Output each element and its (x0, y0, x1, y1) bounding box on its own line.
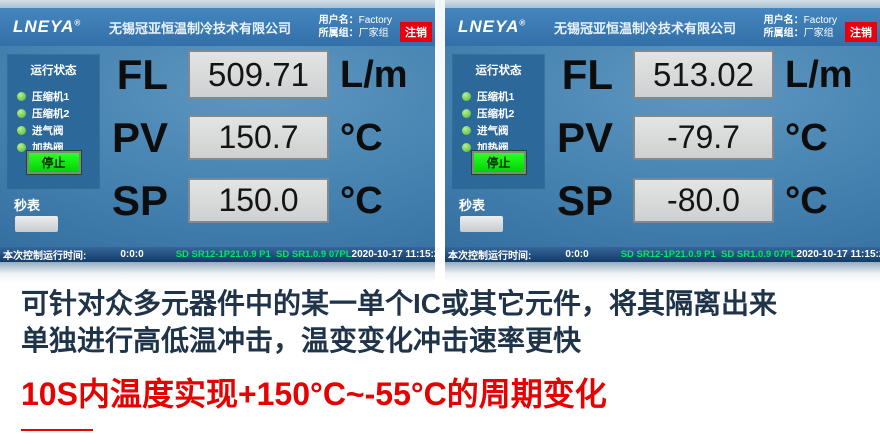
reading-row-fl: FL 513.02 L/m (445, 50, 880, 99)
green-indicator-icon (462, 126, 471, 135)
pv-unit: °C (785, 116, 828, 159)
registered-mark: ® (74, 18, 82, 28)
run-status-sidebar: 运行状态 压缩机1 压缩机2 进气阀 加热阀 停止 (8, 55, 99, 188)
logout-button[interactable]: 注销 (845, 22, 877, 42)
stopwatch-display (15, 216, 58, 232)
fl-label: FL (561, 50, 613, 98)
hmi-panel-right: LNEYA® 无锡冠亚恒温制冷技术有限公司 用户名：Factory 所属组：厂家… (445, 0, 880, 283)
stopwatch-label: 秒表 (459, 198, 486, 213)
indicator-compressor1: 压缩机1 (17, 88, 99, 105)
pv-value-display: -79.7 (633, 115, 774, 160)
green-indicator-icon (17, 143, 26, 152)
firmware-version: SD SR12-1P21.0.9 P1 SD SR1.0.9 07PL (620, 249, 797, 260)
pv-label: PV (111, 113, 168, 161)
stop-button[interactable]: 停止 (26, 151, 81, 174)
fl-label: FL (116, 50, 168, 98)
description-line1: 可针对众多元器件中的某一单个IC或其它元件，将其隔离出来 (21, 288, 778, 319)
green-indicator-icon (462, 109, 471, 118)
description-line2: 单独进行高低温冲击，温变变化冲击速率更快 (21, 325, 582, 356)
hmi-panel-left: LNEYA® 无锡冠亚恒温制冷技术有限公司 用户名：Factory 所属组：厂家… (0, 0, 445, 283)
reading-row-pv: PV 150.7 °C (0, 115, 435, 160)
panel-header: LNEYA® 无锡冠亚恒温制冷技术有限公司 用户名：Factory 所属组：厂家… (445, 8, 880, 46)
reading-row-sp: SP 150.0 °C (0, 178, 435, 223)
fl-value-display: 509.71 (188, 50, 329, 99)
stopwatch-display (460, 216, 503, 232)
sidebar-title: 运行状态 (475, 65, 522, 77)
status-bar: 本次控制运行时间: 0:0:0 SD SR12-1P21.0.9 P1 SD S… (445, 247, 880, 262)
user-value: Factory (358, 15, 392, 26)
screen-bezel (445, 0, 880, 8)
green-indicator-icon (462, 92, 471, 101)
pv-unit: °C (340, 116, 383, 159)
firmware-version: SD SR12-1P21.0.9 P1 SD SR1.0.9 07PL (175, 249, 352, 260)
indicator-compressor2: 压缩机2 (462, 105, 544, 122)
green-indicator-icon (17, 109, 26, 118)
runtime-value: 0:0:0 (565, 249, 589, 260)
green-indicator-icon (17, 126, 26, 135)
fl-value-display: 513.02 (633, 50, 774, 99)
sp-unit: °C (785, 179, 828, 222)
user-info: 用户名：Factory 所属组：厂家组 (764, 14, 837, 40)
logout-button[interactable]: 注销 (400, 22, 432, 42)
highlight-heading: 10S内温度实现+150°C~-55°C的周期变化 (21, 376, 607, 412)
group-value: 厂家组 (803, 28, 834, 39)
reading-row-sp: SP -80.0 °C (445, 178, 880, 223)
panel-header: LNEYA® 无锡冠亚恒温制冷技术有限公司 用户名：Factory 所属组：厂家… (0, 8, 435, 46)
company-title: 无锡冠亚恒温制冷技术有限公司 (108, 20, 291, 36)
description-text: 可针对众多元器件中的某一单个IC或其它元件，将其隔离出来 单独进行高低温冲击，温… (21, 285, 777, 359)
user-label: 用户名： (318, 15, 359, 26)
reading-row-pv: PV -79.7 °C (445, 115, 880, 160)
company-title: 无锡冠亚恒温制冷技术有限公司 (553, 20, 736, 36)
group-value: 厂家组 (358, 28, 389, 39)
panel-reflection (0, 262, 435, 283)
runtime-label: 本次控制运行时间: (448, 251, 532, 262)
pv-value-display: 150.7 (188, 115, 329, 160)
lneya-logo: LNEYA® (458, 17, 527, 36)
pv-label: PV (556, 113, 613, 161)
sp-unit: °C (340, 179, 383, 222)
sp-value-display: -80.0 (633, 178, 774, 223)
user-value: Factory (803, 15, 837, 26)
user-info: 用户名：Factory 所属组：厂家组 (319, 14, 392, 40)
runtime-label: 本次控制运行时间: (3, 251, 87, 262)
fl-unit: L/m (340, 53, 408, 96)
green-indicator-icon (462, 143, 471, 152)
group-label: 所属组： (318, 28, 359, 39)
sp-value-display: 150.0 (188, 178, 329, 223)
heading-underline (21, 429, 93, 431)
panel-reflection (445, 262, 880, 283)
run-status-sidebar: 运行状态 压缩机1 压缩机2 进气阀 加热阀 停止 (453, 55, 544, 188)
status-bar: 本次控制运行时间: 0:0:0 SD SR12-1P21.0.9 P1 SD S… (0, 247, 445, 262)
registered-mark: ® (519, 18, 527, 28)
datetime: 2020-10-17 11:15:20 (351, 249, 445, 260)
fl-unit: L/m (785, 53, 853, 96)
indicator-list: 压缩机1 压缩机2 进气阀 加热阀 (462, 88, 544, 156)
hmi-panels-row: LNEYA® 无锡冠亚恒温制冷技术有限公司 用户名：Factory 所属组：厂家… (0, 0, 880, 283)
datetime: 2020-10-17 11:15:20 (796, 249, 880, 260)
group-label: 所属组： (763, 28, 804, 39)
stopwatch-label: 秒表 (14, 198, 41, 213)
indicator-compressor1: 压缩机1 (462, 88, 544, 105)
user-label: 用户名： (763, 15, 804, 26)
lneya-logo: LNEYA® (13, 17, 82, 36)
reading-row-fl: FL 509.71 L/m (0, 50, 435, 99)
screen-bezel (0, 0, 435, 8)
indicator-intake-valve: 进气阀 (17, 122, 99, 139)
sp-label: SP (111, 176, 168, 224)
indicator-intake-valve: 进气阀 (462, 122, 544, 139)
sp-label: SP (556, 176, 613, 224)
hmi-screen: 运行状态 压缩机1 压缩机2 进气阀 加热阀 停止 秒表 FL 513.02 L… (445, 46, 880, 247)
green-indicator-icon (17, 92, 26, 101)
sidebar-title: 运行状态 (30, 65, 77, 77)
indicator-compressor2: 压缩机2 (17, 105, 99, 122)
runtime-value: 0:0:0 (120, 249, 144, 260)
hmi-screen: 运行状态 压缩机1 压缩机2 进气阀 加热阀 停止 秒表 FL 509.71 L… (0, 46, 435, 247)
stop-button[interactable]: 停止 (471, 151, 526, 174)
